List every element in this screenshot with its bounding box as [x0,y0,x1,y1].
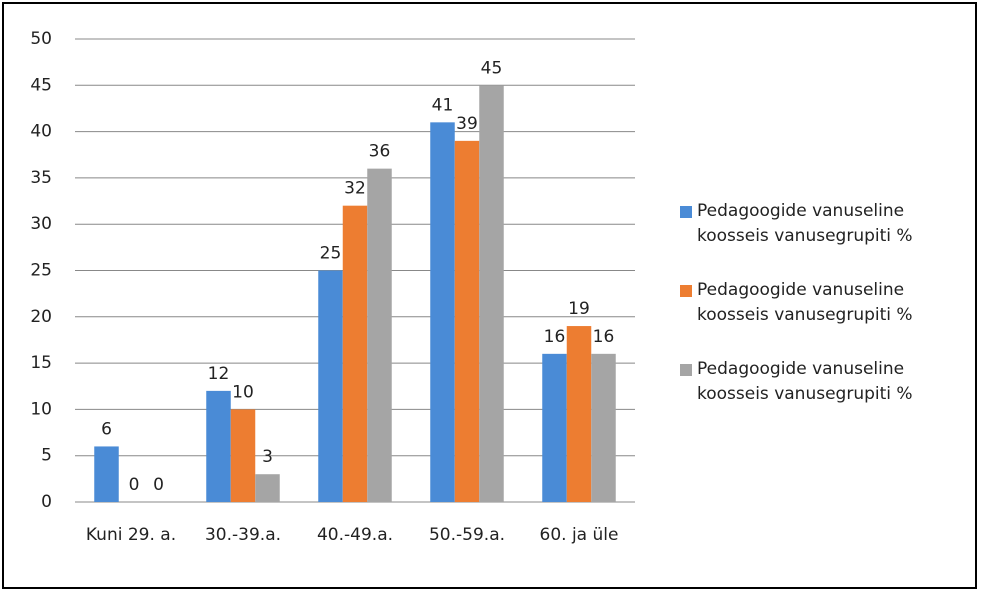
y-tick-label: 35 [30,168,52,188]
bar [542,353,567,502]
legend-label: Pedagoogide vanuseline koosseis vanusegr… [697,359,913,404]
data-label: 0 [129,475,140,495]
y-tick-label: 50 [30,29,52,49]
bar [94,446,119,502]
y-tick-label: 20 [30,307,52,327]
bar [230,409,256,502]
bar [318,270,343,502]
y-tick-label: 40 [30,122,52,142]
data-label: 32 [344,179,366,199]
data-label: 39 [456,114,478,134]
x-tick-label: 60. ja üle [539,525,619,545]
data-label: 0 [153,475,164,495]
legend-swatch [680,364,692,376]
bar [479,85,504,503]
y-tick-label: 45 [30,75,52,95]
legend-swatch [680,285,692,297]
bar [566,326,592,502]
bar [255,474,280,502]
data-label: 36 [369,142,391,162]
legend-label: Pedagoogide vanuseline koosseis vanusegr… [697,201,913,246]
x-tick-label: 40.-49.a. [316,525,394,545]
legend-swatch [680,206,692,218]
y-tick-label: 30 [30,214,52,234]
data-label: 19 [568,299,590,319]
legend-label: Pedagoogide vanuseline koosseis vanusegr… [697,280,913,325]
bar [206,390,231,502]
y-tick-label: 10 [30,399,52,419]
y-tick-label: 5 [41,446,52,466]
data-label: 25 [320,244,342,264]
y-tick-label: 25 [30,261,52,281]
data-label: 6 [101,419,112,439]
x-tick-label: Kuni 29. a. [85,525,177,545]
y-tick-label: 0 [41,492,52,512]
bar [430,122,455,502]
bar [591,353,616,502]
data-label: 41 [432,95,454,115]
data-label: 16 [544,327,566,347]
data-label: 12 [208,364,230,384]
data-label: 45 [481,58,503,78]
data-label: 16 [593,327,615,347]
data-label: 10 [232,382,254,402]
bar [454,140,480,503]
x-tick-label: 50.-59.a. [428,525,506,545]
x-tick-label: 30.-39.a. [204,525,282,545]
data-label: 3 [262,447,273,467]
y-tick-label: 15 [30,353,52,373]
bar [367,168,392,502]
bar [342,205,368,502]
